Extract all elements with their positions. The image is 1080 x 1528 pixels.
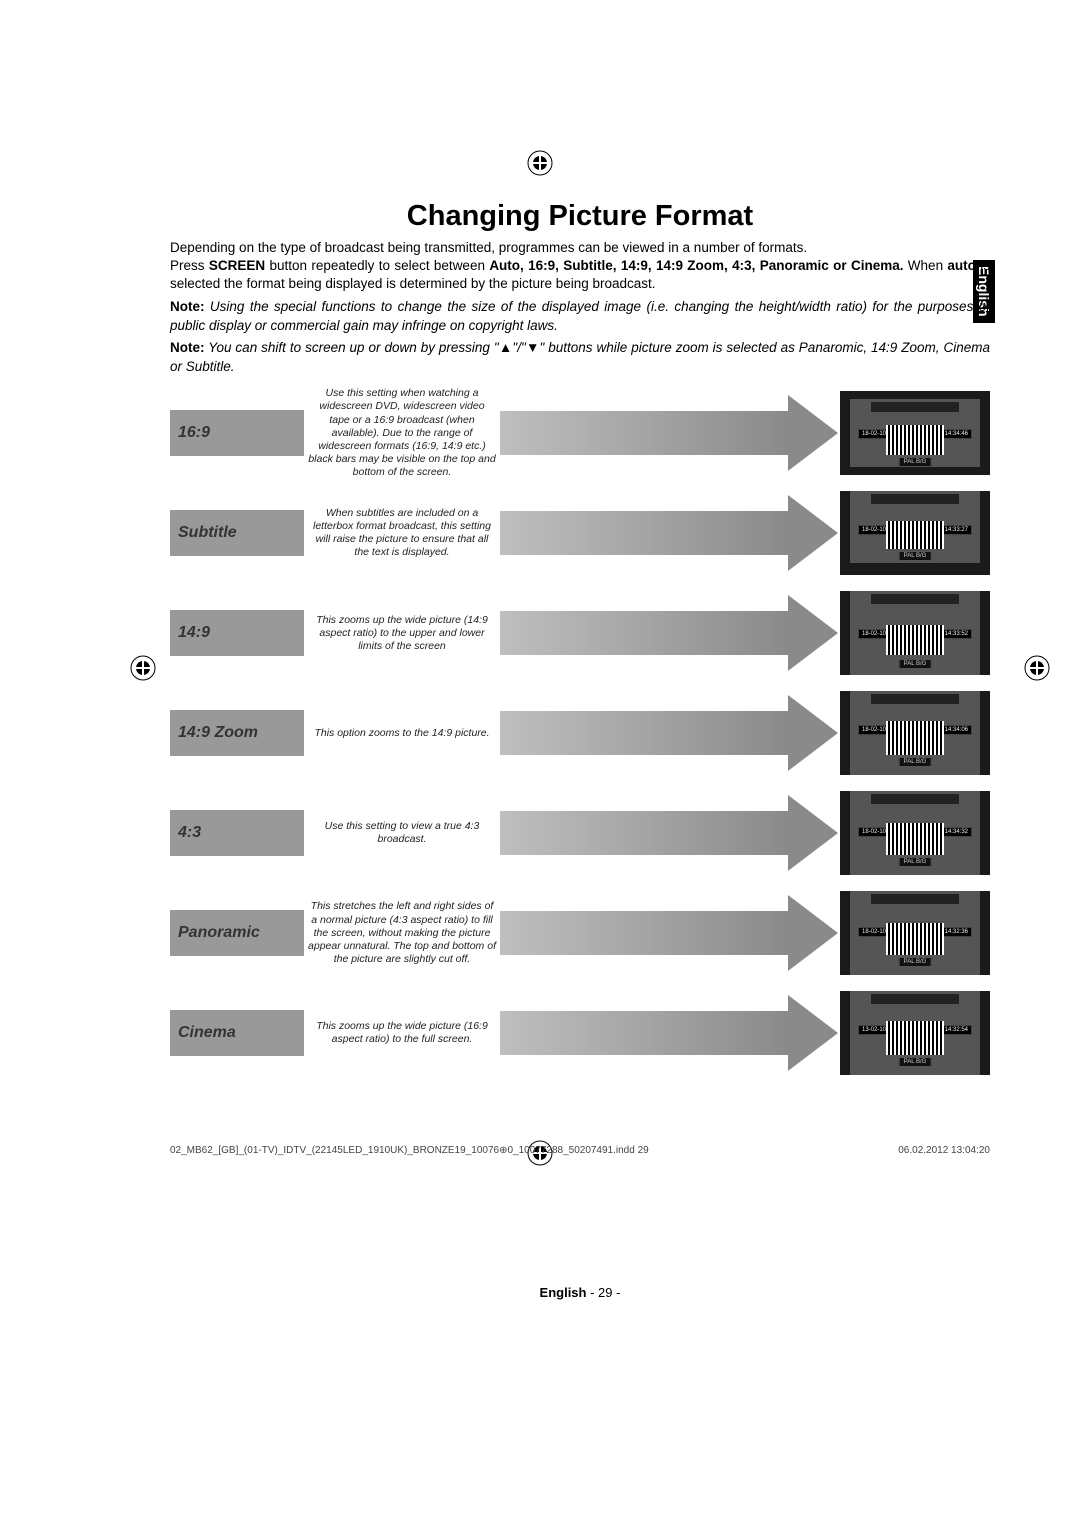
imprint-left: 02_MB62_[GB]_(01-TV)_IDTV_(22145LED_1910… bbox=[170, 1145, 649, 1156]
format-row: 14:9This zooms up the wide picture (14:9… bbox=[170, 591, 990, 675]
format-row: 14:9 ZoomThis option zooms to the 14:9 p… bbox=[170, 691, 990, 775]
crop-mark-icon bbox=[130, 655, 156, 681]
page-title: Changing Picture Format bbox=[170, 200, 990, 233]
arrow-icon bbox=[500, 995, 838, 1071]
imprint-bar: 02_MB62_[GB]_(01-TV)_IDTV_(22145LED_1910… bbox=[170, 1145, 990, 1156]
format-row: 16:9Use this setting when watching a wid… bbox=[170, 391, 990, 475]
format-label: 14:9 bbox=[170, 610, 304, 656]
format-description: This zooms up the wide picture (16:9 asp… bbox=[304, 1020, 500, 1046]
note-2: Note: You can shift to screen up or down… bbox=[170, 339, 990, 377]
crop-mark-icon bbox=[1024, 655, 1050, 681]
formats-table: 16:9Use this setting when watching a wid… bbox=[170, 391, 990, 1075]
page-footer: English - 29 - bbox=[170, 1285, 990, 1300]
format-description: When subtitles are included on a letterb… bbox=[304, 507, 500, 560]
format-thumbnail: 13-02-1014:32:54PAL B/G bbox=[840, 991, 990, 1075]
format-label: 14:9 Zoom bbox=[170, 710, 304, 756]
format-row: PanoramicThis stretches the left and rig… bbox=[170, 891, 990, 975]
format-label: Cinema bbox=[170, 1010, 304, 1056]
format-description: This zooms up the wide picture (14:9 asp… bbox=[304, 614, 500, 653]
format-thumbnail: 18-02-1014:32:36PAL B/G bbox=[840, 891, 990, 975]
page-content: Changing Picture Format Depending on the… bbox=[170, 200, 990, 1091]
arrow-icon bbox=[500, 695, 838, 771]
format-label: 16:9 bbox=[170, 410, 304, 456]
format-label: Subtitle bbox=[170, 510, 304, 556]
arrow-icon bbox=[500, 495, 838, 571]
format-label: 4:3 bbox=[170, 810, 304, 856]
format-description: This stretches the left and right sides … bbox=[304, 900, 500, 966]
arrow-icon bbox=[500, 795, 838, 871]
format-description: This option zooms to the 14:9 picture. bbox=[304, 727, 500, 740]
format-description: Use this setting when watching a widescr… bbox=[304, 387, 500, 479]
format-thumbnail: 18-02-1014:33:27PAL B/G bbox=[840, 491, 990, 575]
format-thumbnail: 18-02-1014:34:32PAL B/G bbox=[840, 791, 990, 875]
format-thumbnail: 18-02-1014:34:06PAL B/G bbox=[840, 691, 990, 775]
format-row: SubtitleWhen subtitles are included on a… bbox=[170, 491, 990, 575]
format-description: Use this setting to view a true 4:3 broa… bbox=[304, 820, 500, 846]
arrow-icon bbox=[500, 895, 838, 971]
note-1: Note: Using the special functions to cha… bbox=[170, 298, 990, 336]
format-label: Panoramic bbox=[170, 910, 304, 956]
format-thumbnail: 18-02-1014:33:52PAL B/G bbox=[840, 591, 990, 675]
arrow-icon bbox=[500, 395, 838, 471]
format-thumbnail: 18-02-1014:34:46PAL B/G bbox=[840, 391, 990, 475]
format-row: 4:3Use this setting to view a true 4:3 b… bbox=[170, 791, 990, 875]
crop-mark-icon bbox=[527, 150, 553, 176]
intro-paragraph-2: Press SCREEN button repeatedly to select… bbox=[170, 257, 990, 293]
imprint-right: 06.02.2012 13:04:20 bbox=[898, 1145, 990, 1156]
intro-paragraph-1: Depending on the type of broadcast being… bbox=[170, 239, 990, 257]
arrow-icon bbox=[500, 595, 838, 671]
format-row: CinemaThis zooms up the wide picture (16… bbox=[170, 991, 990, 1075]
